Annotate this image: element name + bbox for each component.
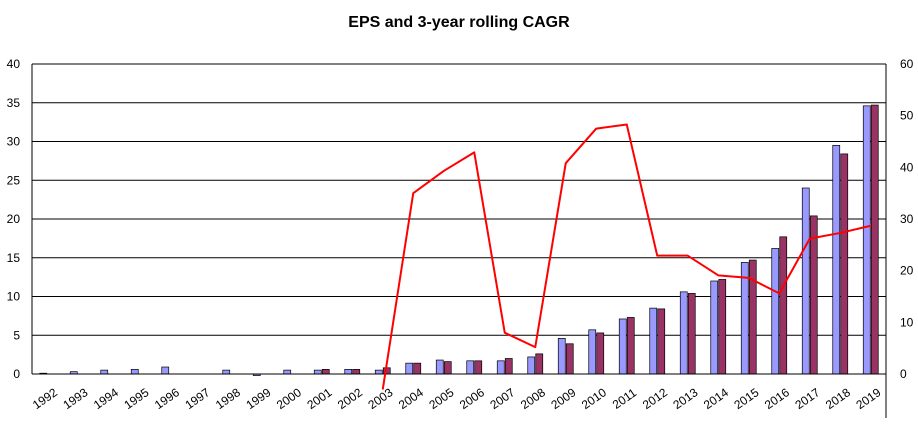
- bar-1996-s1: [161, 366, 170, 375]
- bar-2012-s2: [657, 308, 666, 375]
- right-tick-label: 0: [900, 367, 907, 381]
- axes: [31, 64, 887, 418]
- x-tick-label: 2003: [366, 385, 396, 412]
- bar-2007-s2: [504, 358, 513, 375]
- bar-2009-s2: [565, 343, 574, 375]
- left-tick-label: 15: [7, 251, 21, 265]
- x-tick-label: 1992: [30, 385, 60, 412]
- bar-2015-s1: [740, 262, 749, 375]
- x-tick-label: 1995: [122, 385, 152, 412]
- right-tick-label: 60: [900, 57, 914, 71]
- x-tick-label: 2000: [274, 385, 304, 412]
- bar-2016-s2: [779, 236, 788, 375]
- left-tick-label: 10: [7, 290, 21, 304]
- bar-2004-s2: [413, 362, 422, 375]
- left-tick-label: 30: [7, 135, 21, 149]
- bar-2012-s1: [649, 307, 658, 375]
- bar-2008-s2: [535, 353, 544, 375]
- bar-2006-s1: [466, 360, 475, 375]
- bar-2013-s2: [687, 293, 696, 375]
- x-tick-label: 2006: [457, 385, 487, 412]
- bar-2002-s1: [344, 369, 353, 375]
- x-tick-label: 2010: [579, 385, 609, 412]
- bar-2019-s1: [862, 105, 871, 375]
- right-tick-label: 50: [900, 109, 914, 123]
- x-tick-label: 1996: [152, 385, 182, 412]
- bar-2011-s2: [626, 317, 635, 375]
- right-tick-label: 30: [900, 212, 914, 226]
- x-tick-label: 2019: [854, 385, 884, 412]
- right-tick-label: 40: [900, 160, 914, 174]
- bar-2010-s2: [596, 332, 605, 375]
- bar-2016-s1: [771, 248, 780, 375]
- cagr-line-segment: [381, 123, 871, 390]
- bar-2005-s2: [443, 361, 452, 375]
- x-tick-label: 2001: [305, 385, 335, 412]
- x-tick-label: 2015: [732, 385, 762, 412]
- left-tick-label: 20: [7, 212, 21, 226]
- gridlines: [32, 63, 886, 336]
- x-tick-label: 2011: [610, 385, 639, 411]
- bar-2018-s1: [832, 145, 841, 375]
- x-tick-label: 2008: [518, 385, 548, 412]
- bar-1995-s1: [130, 369, 139, 375]
- bar-2010-s1: [588, 329, 597, 375]
- bar-2004-s1: [405, 362, 414, 375]
- left-tick-label: 40: [7, 57, 21, 71]
- x-tick-label: 2004: [396, 385, 426, 412]
- x-tick-label: 1993: [61, 385, 91, 412]
- bar-2011-s1: [618, 318, 627, 375]
- x-tick-label: 1994: [91, 385, 121, 412]
- left-tick-label: 0: [13, 367, 20, 381]
- bar-2000-s1: [283, 369, 292, 375]
- x-tick-label: 2012: [640, 385, 670, 412]
- left-tick-label: 5: [13, 328, 20, 342]
- chart-title: EPS and 3-year rolling CAGR: [348, 14, 570, 31]
- bar-2013-s1: [679, 291, 688, 375]
- bar-2001-s1: [313, 369, 322, 375]
- bar-1998-s1: [222, 369, 231, 375]
- left-tick-label: 35: [7, 96, 21, 110]
- x-tick-label: 2009: [549, 385, 579, 412]
- bar-2007-s1: [496, 360, 505, 375]
- x-tick-label: 2017: [793, 385, 823, 412]
- x-tick-label: 2007: [488, 385, 518, 412]
- cagr-line-series: [381, 123, 871, 390]
- x-tick-label: 2002: [335, 385, 365, 412]
- bar-2005-s1: [435, 359, 444, 375]
- bar-2017-s1: [801, 187, 810, 375]
- left-tick-label: 25: [7, 173, 21, 187]
- x-tick-label: 1997: [183, 385, 213, 412]
- bar-2008-s1: [527, 356, 536, 375]
- right-tick-label: 20: [900, 264, 914, 278]
- bar-2006-s2: [474, 360, 483, 375]
- bar-2014-s1: [710, 280, 719, 375]
- x-tick-label: 2014: [701, 385, 731, 412]
- bar-2018-s2: [840, 153, 849, 375]
- x-tick-label: 1999: [244, 385, 274, 412]
- x-tick-label: 2016: [762, 385, 792, 412]
- bar-2009-s1: [557, 338, 566, 375]
- bar-2019-s2: [870, 104, 879, 375]
- right-tick-label: 10: [900, 315, 914, 329]
- bar-2001-s2: [321, 369, 330, 375]
- bar-2015-s2: [748, 259, 757, 375]
- bar-1994-s1: [100, 369, 109, 375]
- bar-2014-s2: [718, 279, 727, 375]
- bar-2003-s1: [374, 369, 383, 375]
- x-tick-label: 2013: [671, 385, 701, 412]
- x-tick-label: 2018: [823, 385, 853, 412]
- bar-2017-s2: [809, 215, 818, 375]
- x-tick-label: 2005: [427, 385, 457, 412]
- bar-2002-s2: [352, 369, 361, 375]
- x-tick-label: 1998: [213, 385, 243, 412]
